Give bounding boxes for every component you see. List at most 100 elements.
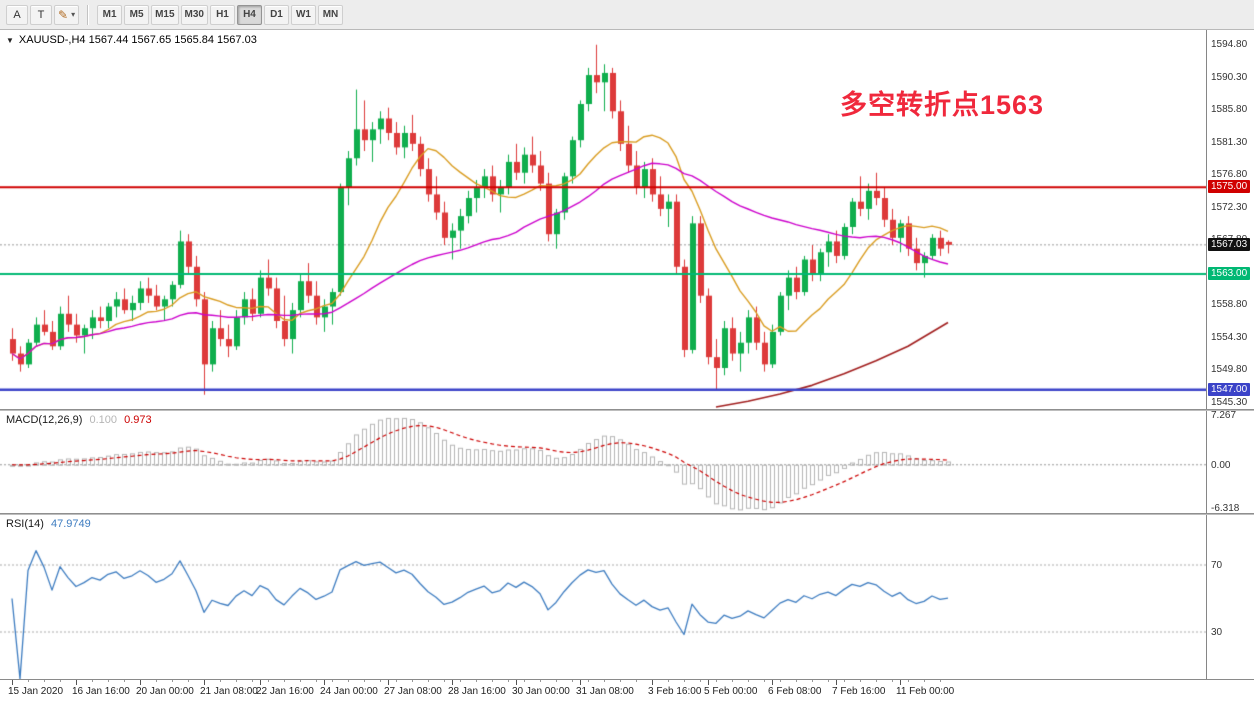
cursor-tool-button[interactable]: A xyxy=(6,4,28,25)
time-tick-minor xyxy=(60,680,61,682)
time-tick-minor xyxy=(396,680,397,682)
time-tick-minor xyxy=(332,680,333,682)
timeframe-button-m30[interactable]: M30 xyxy=(180,4,208,25)
time-tick-minor xyxy=(620,680,621,682)
price-axis-label: 1549.80 xyxy=(1211,364,1248,376)
time-tick-minor xyxy=(492,680,493,682)
time-tick-minor xyxy=(572,680,573,682)
timeframe-buttons: M1 M5 M15 M30 H1 H4 D1 W1 MN xyxy=(97,4,343,25)
macd-axis-label: 7.267 xyxy=(1211,410,1237,421)
pane-divider[interactable] xyxy=(0,409,1254,411)
timeframe-button-h1[interactable]: H1 xyxy=(209,4,235,25)
time-tick-minor xyxy=(684,680,685,682)
time-label: 24 Jan 00:00 xyxy=(320,686,378,697)
symbol-collapse-icon[interactable]: ▼ xyxy=(6,35,14,45)
time-label: 15 Jan 2020 xyxy=(8,686,64,697)
timeframe-button-h4[interactable]: H4 xyxy=(236,4,262,25)
time-tick-major xyxy=(900,680,901,685)
time-label: 6 Feb 08:00 xyxy=(768,686,822,697)
timeframe-button-m15[interactable]: M15 xyxy=(151,4,179,25)
time-tick-major xyxy=(836,680,837,685)
macd-signal-value: 0.973 xyxy=(124,414,152,426)
time-label: 5 Feb 00:00 xyxy=(704,686,758,697)
time-tick-major xyxy=(76,680,77,685)
time-tick-minor xyxy=(316,680,317,682)
toolbar-separator xyxy=(87,4,90,25)
time-tick-minor xyxy=(780,680,781,682)
time-tick-minor xyxy=(908,680,909,682)
rsi-canvas[interactable] xyxy=(0,515,1206,679)
time-tick-minor xyxy=(556,680,557,682)
time-tick-minor xyxy=(764,680,765,682)
text-tool-button[interactable]: T xyxy=(30,4,52,25)
time-tick-minor xyxy=(732,680,733,682)
time-tick-minor xyxy=(844,680,845,682)
timeframe-button-w1[interactable]: W1 xyxy=(290,4,316,25)
price-axis-label: 1558.80 xyxy=(1211,299,1248,311)
price-axis-label: 1572.30 xyxy=(1211,201,1248,213)
time-tick-minor xyxy=(364,680,365,682)
time-tick-minor xyxy=(300,680,301,682)
time-tick-minor xyxy=(700,680,701,682)
time-label: 7 Feb 16:00 xyxy=(832,686,886,697)
time-tick-minor xyxy=(796,680,797,682)
time-tick-major xyxy=(204,680,205,685)
time-tick-major xyxy=(260,680,261,685)
price-badge-1547-00: 1547.00 xyxy=(1208,382,1251,396)
time-tick-major xyxy=(772,680,773,685)
price-badge-1575-00: 1575.00 xyxy=(1208,180,1251,194)
time-tick-minor xyxy=(44,680,45,682)
time-label: 30 Jan 00:00 xyxy=(512,686,570,697)
price-chart-canvas[interactable] xyxy=(0,30,1206,409)
time-tick-minor xyxy=(236,680,237,682)
time-tick-minor xyxy=(108,680,109,682)
rsi-pane: RSI(14) 47.9749 xyxy=(0,515,1206,679)
time-tick-minor xyxy=(588,680,589,682)
timeframe-button-mn[interactable]: MN xyxy=(317,4,343,25)
time-tick-minor xyxy=(812,680,813,682)
time-label: 31 Jan 08:00 xyxy=(576,686,634,697)
time-tick-minor xyxy=(540,680,541,682)
time-label: 3 Feb 16:00 xyxy=(648,686,702,697)
time-tick-minor xyxy=(252,680,253,682)
chart-annotation: 多空转折点1563 xyxy=(840,90,1045,120)
time-tick-minor xyxy=(940,680,941,682)
price-axis-label: 1545.30 xyxy=(1211,397,1248,408)
time-tick-minor xyxy=(892,680,893,682)
rsi-axis-label: 70 xyxy=(1211,560,1223,571)
timeframe-button-m1[interactable]: M1 xyxy=(97,4,123,25)
price-axis-label: 1585.80 xyxy=(1211,104,1248,116)
time-tick-minor xyxy=(924,680,925,682)
time-tick-minor xyxy=(268,680,269,682)
time-label: 16 Jan 16:00 xyxy=(72,686,130,697)
timeframe-button-m5[interactable]: M5 xyxy=(124,4,150,25)
rsi-value: 47.9749 xyxy=(50,518,91,530)
macd-title: MACD(12,26,9) xyxy=(6,414,83,426)
macd-canvas[interactable] xyxy=(0,411,1206,513)
price-chart-pane: ▼ XAUUSD-,H4 1567.44 1567.65 1565.84 156… xyxy=(0,30,1206,409)
rsi-axis-label: 30 xyxy=(1211,627,1223,638)
time-label: 28 Jan 16:00 xyxy=(448,686,506,697)
macd-header: MACD(12,26,9) 0.100 0.973 xyxy=(6,414,156,426)
rsi-title: RSI(14) xyxy=(6,518,44,530)
price-axis-label: 1594.80 xyxy=(1211,39,1248,50)
macd-main-value: 0.100 xyxy=(89,414,118,426)
time-tick-minor xyxy=(636,680,637,682)
time-tick-minor xyxy=(828,680,829,682)
pane-divider[interactable] xyxy=(0,513,1254,515)
time-tick-minor xyxy=(444,680,445,682)
time-tick-major xyxy=(452,680,453,685)
time-tick-minor xyxy=(284,680,285,682)
time-label: 27 Jan 08:00 xyxy=(384,686,442,697)
time-tick-major xyxy=(652,680,653,685)
time-tick-major xyxy=(580,680,581,685)
time-tick-minor xyxy=(172,680,173,682)
price-axis-label: 1581.30 xyxy=(1211,136,1248,148)
time-axis[interactable]: 15 Jan 2020 16 Jan 16:00 20 Jan 00:00 21 Ja… xyxy=(0,679,1254,701)
time-tick-minor xyxy=(476,680,477,682)
timeframe-button-d1[interactable]: D1 xyxy=(263,4,289,25)
time-tick-minor xyxy=(716,680,717,682)
draw-tool-dropdown[interactable]: ✎ ▾ xyxy=(54,4,80,25)
time-tick-major xyxy=(140,680,141,685)
price-axis[interactable]: 1594.80 1590.30 1585.80 1581.30 1576.80 1572.… xyxy=(1206,30,1254,679)
